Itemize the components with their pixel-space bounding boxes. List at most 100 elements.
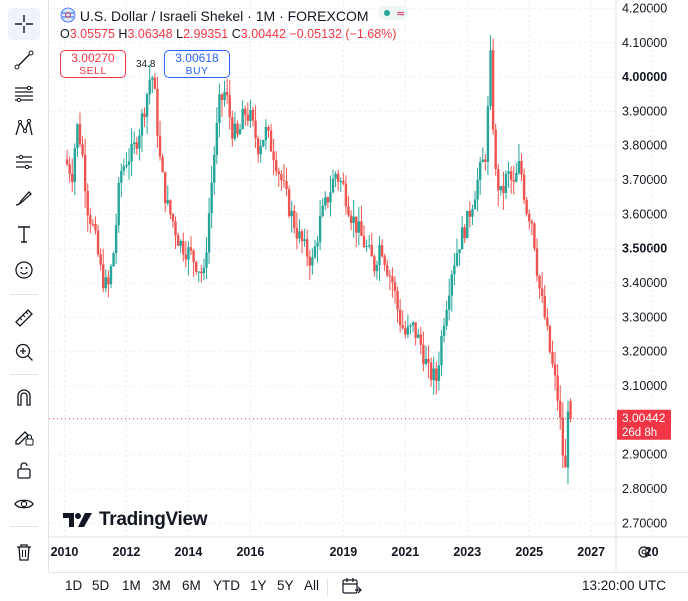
candle-body — [318, 216, 322, 243]
clock[interactable]: 13:20:00 UTC — [581, 578, 666, 593]
candle-body — [127, 161, 131, 165]
brush-icon[interactable] — [8, 182, 40, 214]
buy-button[interactable]: 3.00618 BUY — [164, 50, 230, 78]
x-tick-label: 2014 — [175, 545, 203, 559]
candle-body — [440, 336, 443, 366]
spread-value: 34.8 — [136, 59, 156, 70]
candle-body — [300, 231, 304, 242]
candle-body — [71, 173, 74, 182]
x-tick-label: 2021 — [391, 545, 419, 559]
candle-body — [349, 215, 353, 223]
candle-body — [559, 400, 562, 418]
candle-body — [507, 171, 510, 174]
candle-body — [352, 216, 355, 223]
candle-body — [378, 245, 381, 265]
lock-drawing-icon[interactable] — [8, 420, 40, 452]
candle-body — [104, 277, 108, 289]
range-ytd[interactable]: YTD — [213, 578, 240, 593]
range-1d[interactable]: 1D — [65, 578, 83, 593]
candle-body — [65, 159, 69, 165]
range-3m[interactable]: 3M — [152, 578, 171, 593]
candle-body — [259, 146, 262, 155]
candle-body — [269, 130, 273, 152]
candle-body — [476, 179, 479, 200]
candle-body — [184, 254, 188, 260]
price-chart[interactable]: 4.20000 4.10000 4.00000 3.90000 3.80000 3.700… — [49, 0, 688, 572]
candle-body — [404, 328, 407, 335]
settings-gear-icon[interactable] — [638, 546, 650, 558]
y-tick-label: 3.90000 — [622, 104, 667, 118]
lock-icon[interactable] — [8, 454, 40, 486]
range-1m[interactable]: 1M — [122, 578, 141, 593]
candle-body — [244, 108, 247, 115]
zoom-in-icon[interactable] — [8, 336, 40, 368]
forecast-icon[interactable] — [8, 146, 40, 178]
candle-body — [298, 231, 301, 239]
crosshair-icon[interactable] — [8, 8, 40, 40]
candle-body — [355, 216, 358, 233]
candle-body — [383, 256, 386, 266]
candle-body — [326, 197, 330, 203]
y-tick-label: 3.40000 — [622, 276, 667, 290]
candle-body — [437, 365, 441, 381]
candle-body — [497, 169, 500, 191]
candle-body — [540, 288, 544, 297]
range-5y[interactable]: 5Y — [277, 578, 294, 593]
candle-body — [130, 144, 133, 162]
candle-body — [535, 248, 539, 276]
candle-body — [293, 210, 296, 229]
candle-body — [148, 79, 151, 95]
candle-body — [339, 180, 342, 182]
y-tick-label: 3.80000 — [622, 139, 667, 153]
tradingview-logo[interactable]: TradingView — [63, 507, 208, 533]
sell-button[interactable]: 3.00270 SELL — [60, 50, 126, 78]
magnet-icon[interactable] — [8, 382, 40, 414]
candle-body — [429, 362, 433, 381]
y-tick-label: 3.60000 — [622, 207, 667, 221]
candle-body — [484, 159, 487, 162]
drawing-toolbar — [0, 0, 49, 572]
emoji-icon[interactable] — [8, 254, 40, 286]
candle-body — [398, 309, 402, 326]
range-6m[interactable]: 6M — [182, 578, 201, 593]
high-value: 3.06348 — [127, 27, 173, 41]
candle-body — [231, 117, 234, 139]
ruler-icon[interactable] — [8, 302, 40, 334]
x-tick-label: 2023 — [453, 545, 481, 559]
candle-body — [174, 221, 177, 236]
sell-label: SELL — [79, 65, 107, 77]
candle-body — [466, 210, 469, 239]
pattern-icon[interactable] — [8, 112, 40, 144]
candle-body — [277, 171, 280, 175]
tradingview-logo-icon — [63, 513, 92, 527]
candle-body — [336, 173, 340, 182]
y-tick-label: 4.20000 — [622, 1, 667, 15]
candle-body — [182, 240, 185, 255]
range-1y[interactable]: 1Y — [250, 578, 267, 593]
date-range-icon[interactable] — [340, 576, 362, 599]
range-5d[interactable]: 5D — [92, 578, 110, 593]
symbol-title[interactable]: U.S. Dollar / Israeli Shekel · 1M · FORE… — [79, 8, 369, 24]
eye-icon[interactable] — [8, 488, 40, 520]
trash-icon[interactable] — [8, 536, 40, 568]
candle-body — [396, 290, 399, 310]
trend-line-icon[interactable] — [8, 44, 40, 76]
candle-body — [373, 256, 376, 272]
candle-body — [512, 179, 515, 182]
candle-body — [140, 113, 144, 136]
candle-body — [481, 159, 484, 163]
candle-body — [556, 375, 559, 401]
candle-body — [218, 94, 221, 123]
candle-body — [344, 183, 348, 207]
candle-body — [455, 253, 459, 266]
text-icon[interactable] — [8, 218, 40, 250]
range-all[interactable]: All — [304, 578, 320, 593]
candle-body — [210, 182, 213, 214]
chart-area[interactable]: 4.20000 4.10000 4.00000 3.90000 3.80000 3.700… — [49, 0, 688, 572]
candle-body — [81, 144, 84, 155]
fib-icon[interactable] — [8, 78, 40, 110]
candle-body — [411, 322, 415, 326]
candle-body — [305, 239, 309, 257]
candle-body — [202, 267, 206, 274]
candle-body — [200, 271, 203, 274]
